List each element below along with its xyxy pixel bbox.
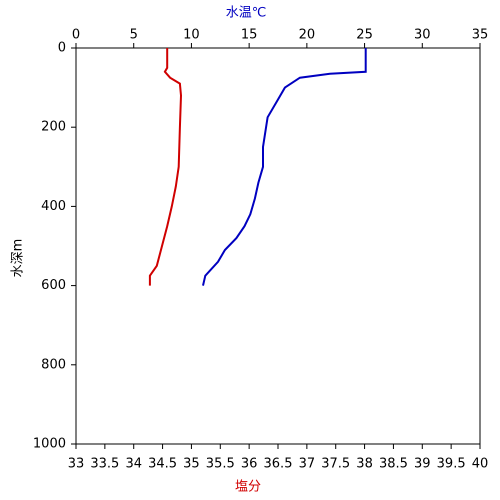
x-tick-label: 38.5: [379, 457, 408, 472]
x-tick-label: 39: [414, 457, 431, 472]
y-tick-label: 800: [41, 357, 66, 372]
x2-tick-label: 35: [472, 28, 489, 43]
profile-line: [202, 48, 367, 286]
x-tick-label: 40: [472, 457, 489, 472]
profile-line: [148, 48, 183, 286]
x-tick-label: 33: [68, 457, 85, 472]
x2-tick-label: 5: [130, 28, 138, 43]
x2-axis-label: 水温℃: [226, 6, 267, 21]
x2-tick-label: 0: [72, 28, 80, 43]
y-tick-label: 1000: [33, 437, 66, 452]
x2-tick-label: 30: [414, 28, 431, 43]
y-tick-label: 0: [58, 41, 66, 56]
x-tick-label: 34.5: [148, 457, 177, 472]
x2-tick-label: 10: [183, 28, 200, 43]
x-tick-label: 37: [299, 457, 316, 472]
x-tick-label: 39.5: [437, 457, 466, 472]
x-tick-label: 36.5: [264, 457, 293, 472]
x-tick-label: 34: [125, 457, 142, 472]
x-tick-label: 37.5: [321, 457, 350, 472]
y-tick-label: 200: [41, 120, 66, 135]
plot-frame: [75, 47, 481, 445]
x-tick-label: 35.5: [206, 457, 235, 472]
x2-tick-label: 25: [356, 28, 373, 43]
y-tick-label: 400: [41, 199, 66, 214]
y-axis-label: 水深m: [11, 239, 26, 278]
x-tick-label: 38: [356, 457, 373, 472]
x2-tick-label: 20: [299, 28, 316, 43]
x-tick-label: 35: [183, 457, 200, 472]
x-axis-label: 塩分: [235, 480, 261, 495]
y-tick-label: 600: [41, 278, 66, 293]
x2-tick-label: 15: [241, 28, 258, 43]
x-tick-label: 33.5: [90, 457, 119, 472]
x-tick-label: 36: [241, 457, 258, 472]
